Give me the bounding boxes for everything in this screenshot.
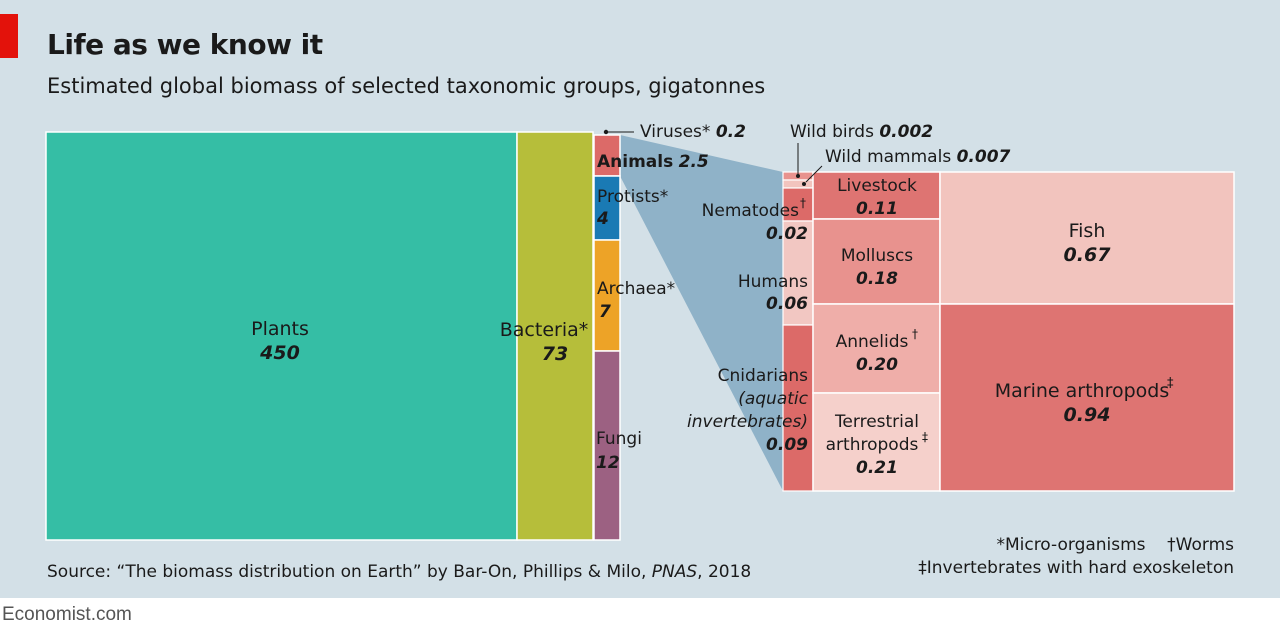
- protists-cell: [593, 175, 621, 241]
- chart-subtitle: Estimated global biomass of selected tax…: [47, 74, 766, 98]
- fish-cell: [939, 171, 1235, 305]
- red-corner-tag: [0, 14, 18, 58]
- livestock-value: 0.11: [856, 199, 898, 219]
- footnote-line-2: ‡Invertebrates with hard exoskeleton: [918, 558, 1234, 578]
- molluscs-cell: [812, 218, 941, 305]
- plants-value: 450: [259, 342, 300, 364]
- source-note: Source: “The biomass distribution on Ear…: [47, 562, 752, 582]
- animals-label: Animals 2.5: [597, 152, 709, 172]
- chart-title: Life as we know it: [47, 28, 323, 61]
- viruses-dot: [603, 129, 609, 135]
- molluscs-label: Molluscs: [841, 246, 913, 266]
- terrestrial-value: 0.21: [856, 458, 898, 478]
- nematodes-cell: [782, 187, 814, 222]
- viruses-label: Viruses* 0.2: [640, 122, 746, 142]
- annelids-mark: †: [912, 327, 918, 341]
- marine-arthropods-cell: [939, 303, 1235, 492]
- biomass-treemap: Plants 450 Bacteria* 73 Viruses* 0.2 Ani…: [45, 122, 1235, 541]
- fungi-label: Fungi: [596, 429, 642, 449]
- wild-birds-dot: [796, 174, 800, 178]
- humans-label: Humans: [738, 272, 808, 292]
- marine-mark: ‡: [1167, 376, 1174, 391]
- terrestrial-label: Terrestrial: [834, 412, 919, 432]
- annelids-cell: [812, 303, 941, 394]
- marine-label: Marine arthropods: [995, 380, 1170, 402]
- protists-label: Protists*: [597, 187, 668, 207]
- cnidarians-value: 0.09: [766, 435, 808, 455]
- protists-value: 4: [596, 209, 609, 229]
- fungi-cell: [593, 350, 621, 541]
- cnidarians-label: Cnidarians: [718, 366, 808, 386]
- archaea-label: Archaea*: [597, 279, 675, 299]
- bacteria-label: Bacteria*: [500, 319, 589, 341]
- footnote-worms: †Worms: [1167, 535, 1234, 555]
- wild-mammals-leader: [805, 165, 823, 183]
- marine-value: 0.94: [1064, 404, 1111, 426]
- cnidarians-label-line2: (aquatic: [738, 389, 808, 409]
- wild-mammals-label: Wild mammals 0.007: [825, 147, 1011, 167]
- footnote-micro: *Micro-organisms: [996, 535, 1146, 555]
- fish-label: Fish: [1069, 220, 1106, 242]
- animals-connector: [620, 135, 783, 491]
- molluscs-value: 0.18: [856, 269, 898, 289]
- archaea-value: 7: [599, 302, 611, 322]
- plants-label: Plants: [251, 318, 309, 340]
- cnidarians-cell: [782, 324, 814, 492]
- humans-cell: [782, 220, 814, 326]
- fish-value: 0.67: [1064, 244, 1112, 266]
- bacteria-cell: [516, 131, 594, 541]
- chart-background: Life as we know it Estimated global biom…: [0, 0, 1280, 598]
- nematodes-value: 0.02: [766, 224, 808, 244]
- footnote-line-1: *Micro-organisms †Worms: [996, 535, 1234, 555]
- terrestrial-label-line2: arthropods: [826, 435, 919, 455]
- terrestrial-mark: ‡: [922, 430, 928, 444]
- cnidarians-label-line3: invertebrates): [687, 412, 808, 432]
- bacteria-value: 73: [542, 343, 568, 365]
- wild-mammals-dot: [802, 182, 806, 186]
- fungi-value: 12: [596, 453, 620, 473]
- humans-value: 0.06: [766, 294, 808, 314]
- economist-brand[interactable]: Economist.com: [2, 604, 132, 625]
- annelids-label: Annelids: [836, 332, 909, 352]
- nematodes-label: Nematodes: [702, 201, 799, 221]
- annelids-value: 0.20: [856, 355, 898, 375]
- nematodes-mark: †: [800, 196, 806, 210]
- livestock-label: Livestock: [837, 176, 917, 196]
- terrestrial-arthropods-cell: [812, 392, 941, 492]
- wild-mammals-cell: [782, 179, 814, 189]
- wild-birds-label: Wild birds 0.002: [790, 122, 933, 142]
